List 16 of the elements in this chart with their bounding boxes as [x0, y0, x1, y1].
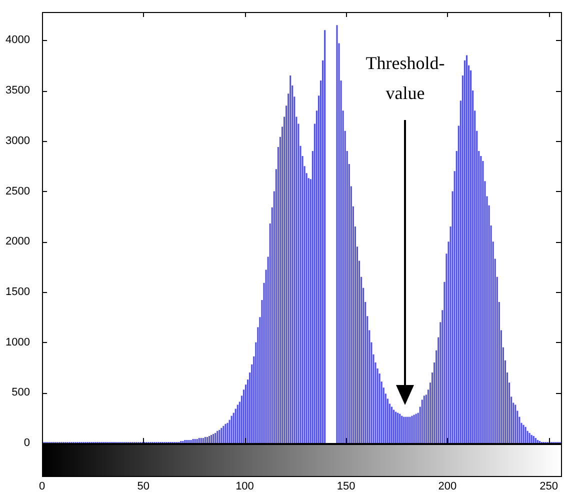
y-tick-label: 3000 — [6, 134, 30, 147]
y-tick-label: 0 — [24, 437, 30, 450]
y-tick-label: 2500 — [6, 185, 30, 198]
y-tick-label: 1000 — [6, 336, 30, 348]
annotation: Threshold-value — [364, 52, 446, 105]
x-tick-label: 200 — [438, 480, 457, 493]
y-tick-label: 4000 — [6, 34, 30, 46]
x-tick-label: 50 — [137, 480, 150, 493]
y-tick-label: 3500 — [6, 84, 30, 97]
x-tick-label: 0 — [38, 480, 46, 493]
x-tick-label: 150 — [336, 480, 356, 493]
y-tick-label: 500 — [12, 386, 30, 399]
x-tick-label: 250 — [540, 480, 558, 493]
y-tick-label: 2000 — [6, 236, 30, 248]
x-tick-label: 100 — [236, 480, 254, 493]
y-tick-label: 1500 — [6, 286, 30, 298]
